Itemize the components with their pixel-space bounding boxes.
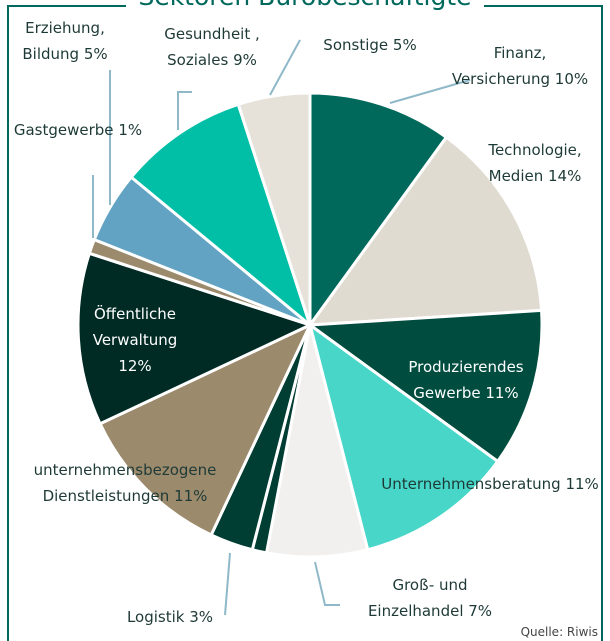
value-label: 9% bbox=[233, 51, 257, 69]
value-label: 3% bbox=[189, 608, 214, 626]
slice-label: Produzierendes Gewerbe 11% bbox=[391, 354, 541, 406]
slice-label: Logistik 3% bbox=[110, 604, 230, 630]
value-label: 10% bbox=[554, 70, 589, 88]
slice-label: Groß- und Einzelhandel 7% bbox=[360, 572, 500, 624]
category-name: Öffentliche Verwaltung bbox=[92, 305, 178, 349]
value-label: 1% bbox=[118, 121, 143, 139]
value-label: 11% bbox=[485, 384, 519, 402]
category-name: Groß- und Einzelhandel bbox=[367, 576, 468, 620]
chart-title: Sektoren Bürobeschäftigte bbox=[0, 0, 610, 11]
slice-label: Öffentliche Verwaltung 12% bbox=[75, 301, 195, 379]
slice-label: Gesundheit , Soziales 9% bbox=[157, 21, 267, 73]
category-name: Gesundheit , Soziales bbox=[164, 25, 260, 69]
slice bbox=[236, 91, 312, 327]
value-label: 5% bbox=[83, 45, 108, 63]
slice bbox=[98, 323, 312, 537]
slice-label: unternehmensbezogene Dienstleistungen 11… bbox=[5, 457, 245, 509]
leader bbox=[177, 91, 192, 130]
leader bbox=[314, 561, 340, 606]
leader bbox=[389, 79, 471, 104]
pie bbox=[76, 91, 544, 559]
leader bbox=[269, 39, 301, 96]
slice bbox=[129, 102, 312, 327]
leader bbox=[224, 552, 231, 616]
slice bbox=[308, 323, 500, 552]
value-label: 5% bbox=[392, 36, 417, 54]
category-name: Unternehmensberatung bbox=[381, 475, 561, 493]
value-label: 11% bbox=[565, 475, 599, 493]
slice bbox=[76, 251, 312, 426]
source: Quelle: Riwis bbox=[520, 625, 598, 639]
slice-label: Gastgewerbe 1% bbox=[13, 117, 143, 143]
slice bbox=[265, 323, 370, 559]
category-name: Finanz, Versicherung bbox=[451, 44, 551, 88]
category-name: Logistik bbox=[126, 608, 185, 626]
category-name: Technologie, Medien bbox=[488, 141, 582, 185]
category-name: Sonstige bbox=[323, 36, 389, 54]
slice bbox=[308, 308, 544, 463]
value-label: 11% bbox=[174, 487, 208, 505]
category-name: Gastgewerbe bbox=[13, 121, 114, 139]
slice bbox=[308, 91, 448, 327]
value-label: 12% bbox=[118, 357, 152, 375]
value-label: 7% bbox=[468, 602, 493, 620]
category-name: unternehmensbezogene Dienstleistungen bbox=[33, 461, 217, 505]
slice-label: Technologie, Medien 14% bbox=[470, 137, 600, 189]
slice-label: Unternehmensberatung 11% bbox=[380, 471, 600, 497]
slice bbox=[308, 135, 544, 327]
slice-label: Erziehung, Bildung 5% bbox=[5, 15, 125, 67]
leaders bbox=[92, 39, 471, 616]
slice-label: Finanz, Versicherung 10% bbox=[450, 40, 590, 92]
category-name: Produzierendes Gewerbe bbox=[408, 358, 524, 402]
title-text: Sektoren Bürobeschäftigte bbox=[126, 0, 484, 11]
value-label: 14% bbox=[548, 167, 582, 185]
category-name: Erziehung, Bildung bbox=[22, 19, 105, 63]
slice-label: Sonstige 5% bbox=[300, 32, 440, 58]
